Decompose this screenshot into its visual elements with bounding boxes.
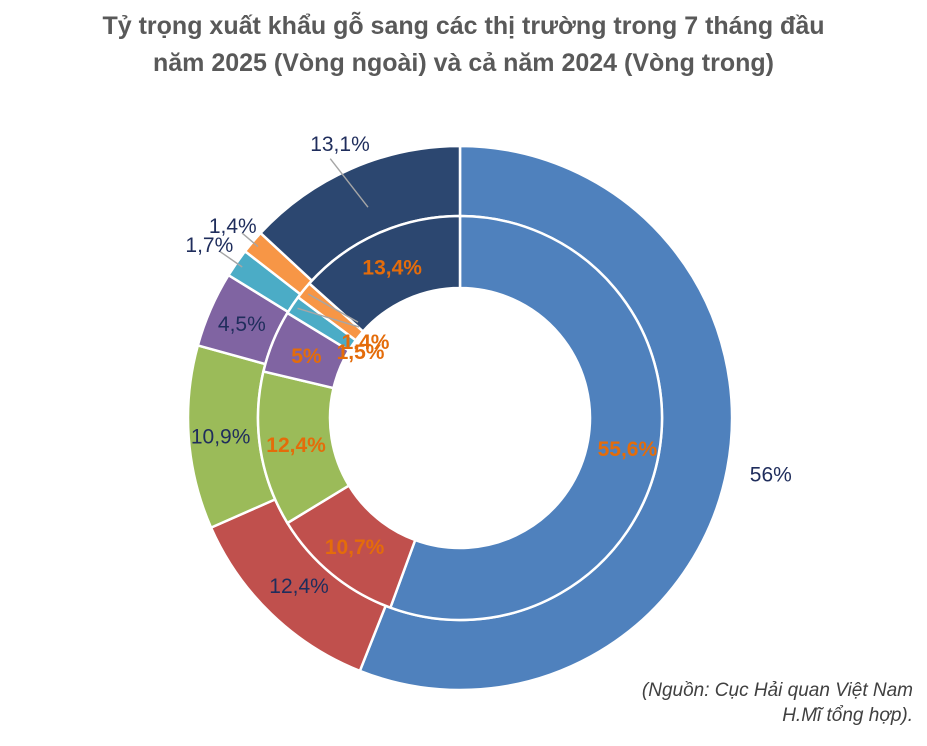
- inner-label-seg-7: 13,4%: [362, 256, 422, 279]
- inner-ring-labels: 55,6% 10,7% 12,4% 5% 1,5%1,4% 13,4%: [266, 256, 657, 559]
- source-line-1: (Nguồn: Cục Hải quan Việt Nam: [641, 680, 913, 701]
- inner-leader-seg-5: [297, 307, 360, 328]
- inner-label-seg-6: 1,4%: [342, 331, 390, 354]
- outer-label-seg-4: 4,5%: [218, 313, 266, 336]
- outer-label-seg-2: 12,4%: [269, 575, 329, 598]
- inner-label-seg-5: 1,5%: [337, 341, 385, 364]
- chart-title-line-1: Tỷ trọng xuất khẩu gỗ sang các thị trườn…: [102, 12, 825, 40]
- outer-ring-labels: 56%12,4%10,9%4,5%1,7%1,4%13,1%: [185, 133, 791, 598]
- inner-slice-seg-1: [388, 214, 664, 622]
- inner-label-seg-4: 5%: [291, 345, 322, 368]
- inner-ring: [256, 214, 664, 622]
- inner-leader-seg-6: [307, 293, 359, 323]
- outer-leader-seg-7: [329, 158, 369, 208]
- outer-label-seg-7: 13,1%: [310, 133, 370, 156]
- source-line-2: H.Mĩ tổng hợp).: [782, 705, 913, 726]
- outer-leader-seg-6: [241, 232, 259, 248]
- outer-leader-seg-5: [218, 250, 243, 268]
- inner-slice-seg-7: [307, 214, 462, 334]
- outer-ring: [186, 144, 734, 692]
- leader-lines: [218, 158, 369, 328]
- chart-title-line-2: năm 2025 (Vòng ngoài) và cả năm 2024 (Vò…: [153, 49, 774, 77]
- outer-label-seg-3: 10,9%: [191, 425, 251, 448]
- outer-label-seg-6: 1,4%: [209, 215, 257, 238]
- outer-label-seg-1: 56%: [750, 463, 792, 486]
- inner-label-seg-1: 55,6%: [598, 438, 658, 461]
- inner-label-seg-2: 10,7%: [325, 536, 385, 559]
- inner-label-seg-3: 12,4%: [266, 434, 326, 457]
- outer-label-seg-5: 1,7%: [185, 234, 233, 257]
- chart-title: Tỷ trọng xuất khẩu gỗ sang các thị trườn…: [0, 8, 927, 82]
- source-note: (Nguồn: Cục Hải quan Việt Nam H.Mĩ tổng …: [642, 678, 913, 728]
